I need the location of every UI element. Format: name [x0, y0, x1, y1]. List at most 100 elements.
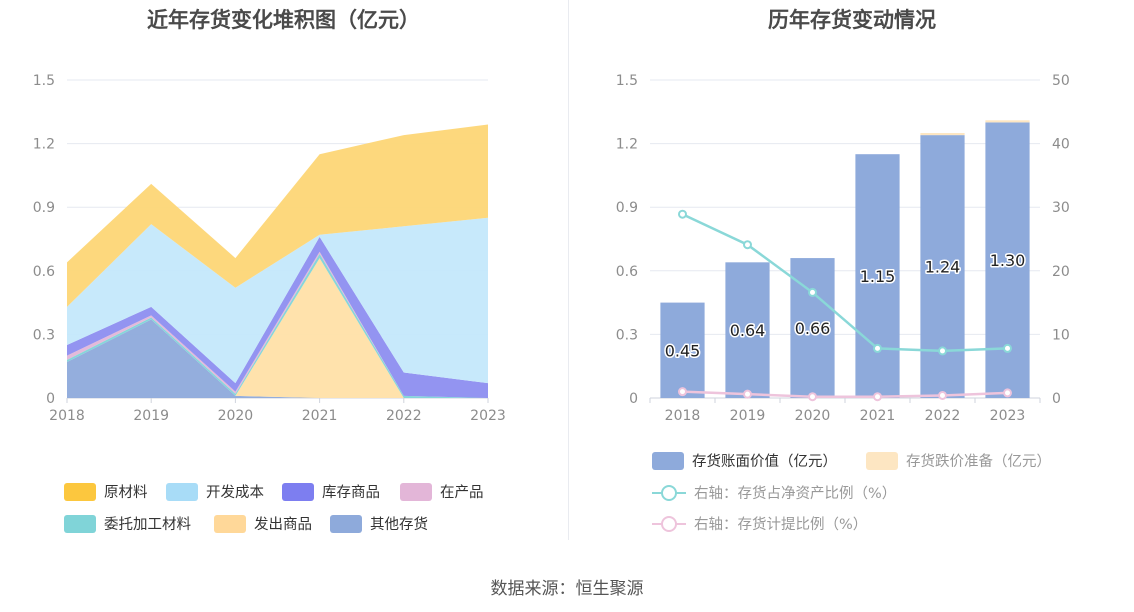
legend-swatch	[652, 451, 684, 470]
area-发出商品	[67, 258, 488, 398]
legend-item[interactable]: 原材料	[64, 481, 148, 502]
inventory-change-chart: 历年存货变动情况 0 0 0.3 10 0.6 20 0.9 30 1.2 40 1.5 50 2018…	[570, 0, 1134, 560]
line-point	[873, 343, 882, 353]
y-tick-label: 0.3	[33, 327, 55, 343]
line-point	[938, 390, 947, 400]
provision-bar	[985, 120, 1030, 123]
y2-tick-label: 30	[1052, 200, 1070, 216]
x-tick-label: 2021	[302, 408, 338, 424]
y-tick-label: 1.5	[33, 73, 55, 89]
legend-swatch	[652, 484, 686, 502]
bar	[660, 302, 705, 398]
area-开发成本	[67, 217, 488, 384]
bar-value-label: 0.64	[730, 321, 766, 340]
y-tick-label: 0	[46, 391, 55, 407]
x-tick-label: 2019	[133, 408, 169, 424]
legend-item[interactable]: 在产品	[400, 481, 484, 502]
provision-bar	[920, 133, 965, 136]
bar-value-label: 1.15	[860, 267, 896, 286]
y2-tick-label: 10	[1052, 327, 1070, 343]
legend-item[interactable]: 发出商品	[214, 513, 312, 534]
y-tick-label: 0.9	[616, 200, 638, 216]
right-chart-title: 历年存货变动情况	[768, 8, 936, 32]
area-委托加工材料	[67, 253, 488, 398]
bar-value-label: 0.66	[795, 319, 831, 338]
y-tick-label: 0	[629, 391, 638, 407]
legend-swatch	[64, 514, 96, 533]
y2-tick-label: 0	[1052, 391, 1061, 407]
legend-label: 右轴：存货计提比例（%）	[694, 517, 868, 533]
legend-label: 其他存货	[370, 517, 428, 533]
area-库存商品	[67, 236, 488, 398]
legend-item[interactable]: 开发成本	[166, 481, 264, 502]
legend-label: 库存商品	[322, 485, 380, 501]
line-point	[743, 240, 752, 250]
legend-swatch	[166, 482, 198, 501]
legend-item[interactable]: 其他存货	[330, 513, 428, 534]
y-tick-label: 0.6	[33, 264, 55, 280]
y-tick-label: 0.9	[33, 200, 55, 216]
x-tick-label: 2019	[730, 408, 766, 424]
legend-label: 开发成本	[206, 485, 264, 501]
legend-item[interactable]: 委托加工材料	[64, 513, 191, 534]
bar-value-label: 0.45	[665, 341, 701, 360]
area-其他存货	[67, 319, 488, 398]
legend-item[interactable]: 右轴：存货占净资产比例（%）	[652, 482, 896, 503]
line-series	[682, 390, 1008, 398]
x-tick-label: 2020	[795, 408, 831, 424]
y-tick-label: 0.3	[616, 327, 638, 343]
line-series	[681, 213, 1008, 353]
line-point	[808, 392, 817, 402]
x-tick-label: 2022	[925, 408, 961, 424]
data-source: 数据来源：恒生聚源	[490, 579, 644, 599]
area-原材料	[67, 124, 488, 307]
legend-item[interactable]: 存货账面价值（亿元）	[652, 450, 837, 471]
y2-tick-label: 50	[1052, 73, 1070, 89]
line-point	[678, 387, 687, 397]
bar	[855, 154, 900, 398]
y2-tick-label: 20	[1052, 264, 1070, 280]
legend-label: 存货账面价值（亿元）	[692, 454, 837, 470]
legend-swatch	[400, 482, 432, 501]
legend-swatch	[330, 514, 362, 533]
line-point	[1003, 343, 1012, 353]
y-tick-label: 0.6	[616, 264, 638, 280]
inventory-stacked-area-chart: 近年存货变化堆积图（亿元） 0 0.3 0.6 0.9 1.2 1.5 2018 2019 20…	[0, 0, 567, 560]
bar	[725, 262, 770, 398]
line-point	[873, 392, 882, 402]
line-point	[678, 209, 687, 219]
line-point	[1003, 388, 1012, 398]
line-point	[808, 287, 817, 297]
bar-line-plot: 0 0 0.3 10 0.6 20 0.9 30 1.2 40 1.5 50 2018 2019 2020 2…	[616, 73, 1070, 424]
bar-value-label: 1.30	[990, 251, 1026, 270]
y-tick-label: 1.5	[616, 73, 638, 89]
legend-label: 存货跌价准备（亿元）	[906, 454, 1051, 470]
bar-value-label: 1.24	[925, 258, 961, 277]
legend-label: 委托加工材料	[104, 517, 191, 533]
x-tick-label: 2023	[990, 408, 1026, 424]
x-tick-label: 2020	[218, 408, 254, 424]
legend-label: 发出商品	[254, 517, 312, 533]
y-tick-label: 1.2	[616, 137, 638, 153]
legend-swatch	[866, 451, 898, 470]
panel-divider	[568, 0, 569, 540]
x-tick-label: 2023	[470, 408, 506, 424]
legend-label: 在产品	[440, 485, 484, 501]
y-tick-label: 1.2	[33, 137, 55, 153]
legend-swatch	[214, 514, 246, 533]
x-tick-label: 2018	[665, 408, 701, 424]
x-tick-label: 2021	[860, 408, 896, 424]
x-tick-label: 2022	[386, 408, 422, 424]
line-point	[938, 346, 947, 356]
legend-item[interactable]: 存货跌价准备（亿元）	[866, 450, 1051, 471]
y2-tick-label: 40	[1052, 137, 1070, 153]
left-chart-title: 近年存货变化堆积图（亿元）	[147, 8, 420, 32]
legend-item[interactable]: 库存商品	[282, 481, 380, 502]
legend-label: 右轴：存货占净资产比例（%）	[694, 486, 897, 502]
legend-swatch	[282, 482, 314, 501]
legend-item[interactable]: 右轴：存货计提比例（%）	[652, 513, 867, 534]
line-point	[743, 389, 752, 399]
legend-swatch	[652, 515, 686, 533]
legend-swatch	[64, 482, 96, 501]
x-tick-label: 2018	[49, 408, 85, 424]
